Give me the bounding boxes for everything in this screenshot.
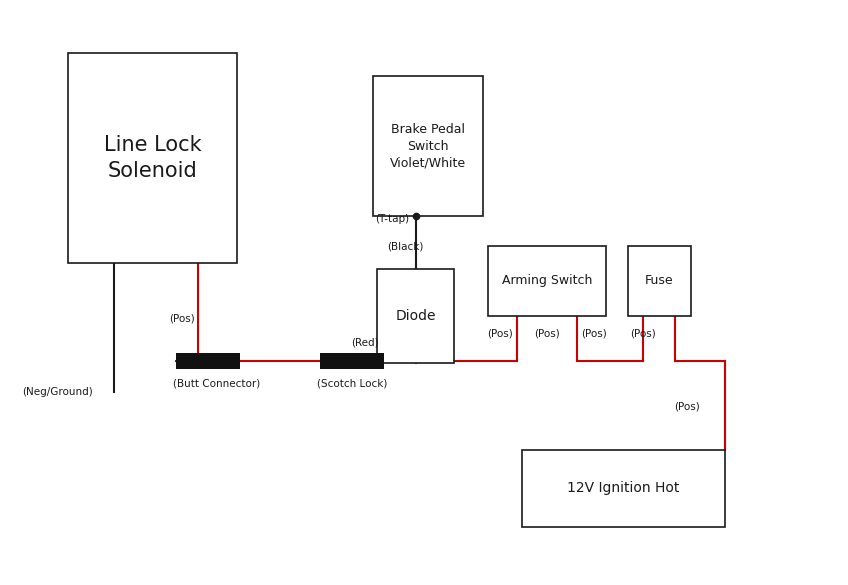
Text: (Scotch Lock): (Scotch Lock) bbox=[317, 378, 387, 388]
Bar bbox=[488, 246, 606, 316]
Text: Fuse: Fuse bbox=[645, 274, 673, 287]
Text: (Pos): (Pos) bbox=[630, 328, 656, 339]
Bar bbox=[377, 269, 454, 363]
Text: (Black): (Black) bbox=[388, 242, 423, 252]
Text: Arming Switch: Arming Switch bbox=[502, 274, 592, 287]
Bar bbox=[373, 76, 483, 216]
Text: (Pos): (Pos) bbox=[170, 314, 195, 324]
Text: (Pos): (Pos) bbox=[674, 401, 700, 412]
Text: Brake Pedal
Switch
Violet/White: Brake Pedal Switch Violet/White bbox=[390, 123, 466, 170]
Text: Diode: Diode bbox=[395, 309, 436, 323]
Text: (Red): (Red) bbox=[351, 337, 378, 347]
Text: (Butt Connector): (Butt Connector) bbox=[173, 378, 259, 388]
Bar bbox=[68, 53, 237, 263]
Text: (T-tap): (T-tap) bbox=[375, 214, 409, 225]
Text: 12V Ignition Hot: 12V Ignition Hot bbox=[567, 481, 679, 495]
Bar bbox=[320, 353, 384, 369]
Text: (Pos): (Pos) bbox=[488, 328, 513, 339]
Text: Line Lock
Solenoid: Line Lock Solenoid bbox=[103, 135, 202, 181]
Text: (Neg/Ground): (Neg/Ground) bbox=[22, 387, 93, 397]
Bar bbox=[176, 353, 240, 369]
Bar bbox=[628, 246, 691, 316]
Text: (Pos): (Pos) bbox=[534, 328, 560, 339]
Bar bbox=[522, 450, 725, 526]
Text: (Pos): (Pos) bbox=[581, 328, 606, 339]
